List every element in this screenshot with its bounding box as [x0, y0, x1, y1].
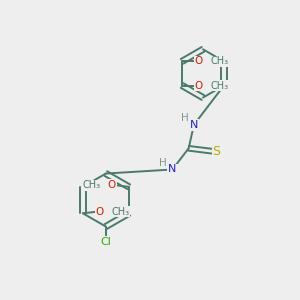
Text: CH₃: CH₃ — [210, 56, 228, 66]
Text: CH₃: CH₃ — [210, 80, 228, 91]
Text: Cl: Cl — [100, 237, 111, 247]
Text: O: O — [195, 56, 203, 66]
Text: N: N — [190, 120, 198, 130]
Text: S: S — [213, 145, 220, 158]
Text: N: N — [168, 164, 177, 175]
Text: CH₃: CH₃ — [82, 180, 100, 190]
Text: H: H — [159, 158, 167, 168]
Text: CH₃: CH₃ — [111, 207, 130, 217]
Text: O: O — [96, 207, 104, 217]
Text: O: O — [108, 180, 116, 190]
Text: O: O — [195, 80, 203, 91]
Text: H: H — [181, 113, 188, 123]
